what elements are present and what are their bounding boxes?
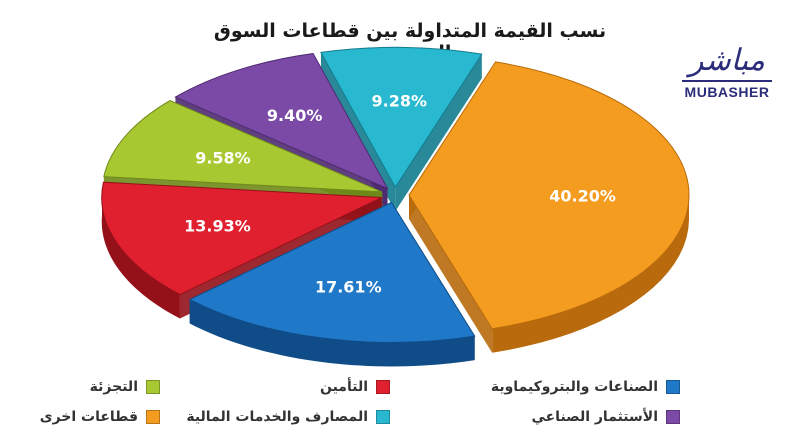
- legend-label: قطاعات اخرى: [39, 409, 138, 425]
- legend-label: المصارف والخدمات المالية: [186, 409, 368, 425]
- legend-item-other-sectors: قطاعات اخرى: [40, 407, 160, 427]
- legend-swatch: [376, 380, 390, 394]
- legend-label: الصناعات والبتروكيماوية: [490, 379, 658, 395]
- logo-english-text: MUBASHER: [684, 84, 770, 100]
- slice-0-data-label: 40.20%: [549, 187, 616, 206]
- legend-item-petrochemical: الصناعات والبتروكيماوية: [491, 377, 680, 397]
- slice-3-data-label: 9.58%: [195, 148, 251, 167]
- slice-0-cut-face: [408, 195, 493, 353]
- legend-swatch: [146, 410, 160, 424]
- slice-2-top: [101, 181, 382, 296]
- legend-label: الأستثمار الصناعي: [531, 409, 658, 425]
- legend-row-2: الأستثمار الصناعي المصارف والخدمات المال…: [20, 407, 680, 427]
- mubasher-logo: مباشر MUBASHER: [668, 44, 786, 114]
- logo-underline: [682, 80, 772, 82]
- slice-0-side: [492, 195, 689, 353]
- legend-label: التأمين: [319, 379, 368, 395]
- legend-swatch: [666, 380, 680, 394]
- slice-1-side: [189, 299, 475, 367]
- slice-5-cut-face: [395, 54, 482, 212]
- slice-4-top: [174, 52, 389, 190]
- legend-swatch: [376, 410, 390, 424]
- slice-3-top: [103, 99, 383, 193]
- slice-1-data-label: 17.61%: [315, 278, 382, 297]
- legend-item-insurance: التأمين: [320, 377, 390, 397]
- slice-0-top: [408, 61, 690, 330]
- legend-item-industrial-investment: الأستثمار الصناعي: [531, 407, 680, 427]
- slice-4-data-label: 9.40%: [267, 106, 323, 125]
- legend-swatch: [666, 410, 680, 424]
- legend-item-retail: التجزئة: [90, 377, 160, 397]
- slice-5-data-label: 9.28%: [371, 92, 427, 111]
- legend-item-banks: المصارف والخدمات المالية: [186, 407, 390, 427]
- slice-2-side: [101, 191, 180, 319]
- legend-row-1: الصناعات والبتروكيماوية التأمين التجزئة: [20, 377, 680, 397]
- legend-label: التجزئة: [89, 379, 138, 395]
- slice-2-data-label: 13.93%: [184, 216, 251, 235]
- legend-swatch: [146, 380, 160, 394]
- logo-arabic-text: مباشر: [689, 43, 765, 78]
- slice-5-top: [320, 46, 483, 189]
- slice-1-top: [188, 201, 476, 343]
